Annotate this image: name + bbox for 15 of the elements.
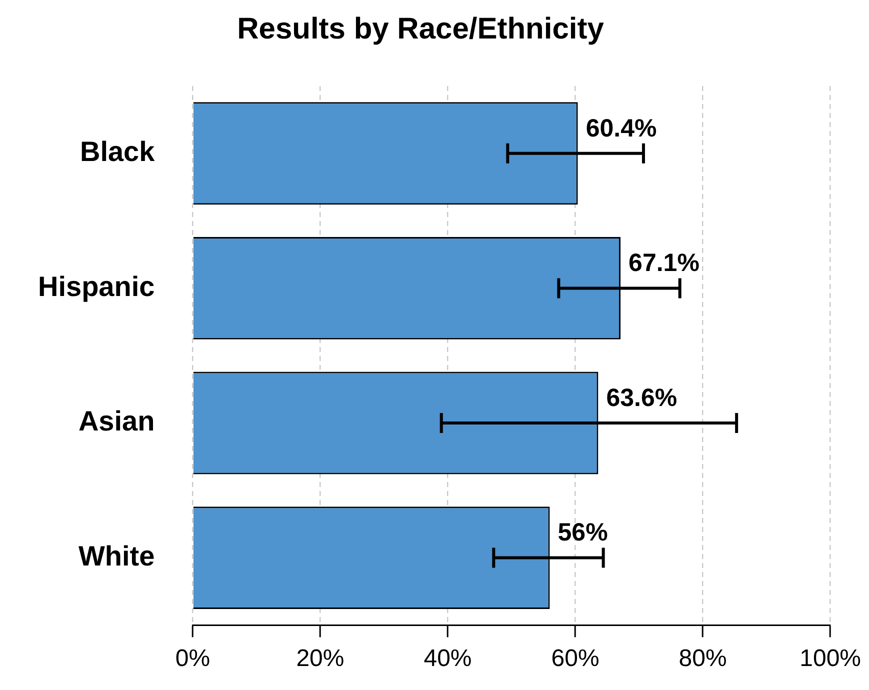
x-tick-label: 60% (551, 645, 600, 672)
data-label: 63.6% (606, 384, 678, 412)
x-tick-label: 40% (424, 645, 472, 672)
chart-title: Results by Race/Ethnicity (237, 12, 604, 46)
y-tick-label: White (78, 540, 155, 572)
x-tick-label: 20% (296, 645, 344, 672)
y-tick-label: Asian (78, 406, 155, 437)
x-tick-label: 100% (800, 645, 862, 672)
y-tick-label: Black (80, 136, 156, 168)
y-tick-label: Hispanic (38, 270, 155, 302)
data-label: 67.1% (628, 249, 700, 278)
x-tick-label: 80% (678, 645, 727, 672)
x-tick-label: 0% (175, 645, 210, 672)
data-label: 60.4% (586, 114, 657, 142)
data-label: 56% (558, 518, 608, 547)
